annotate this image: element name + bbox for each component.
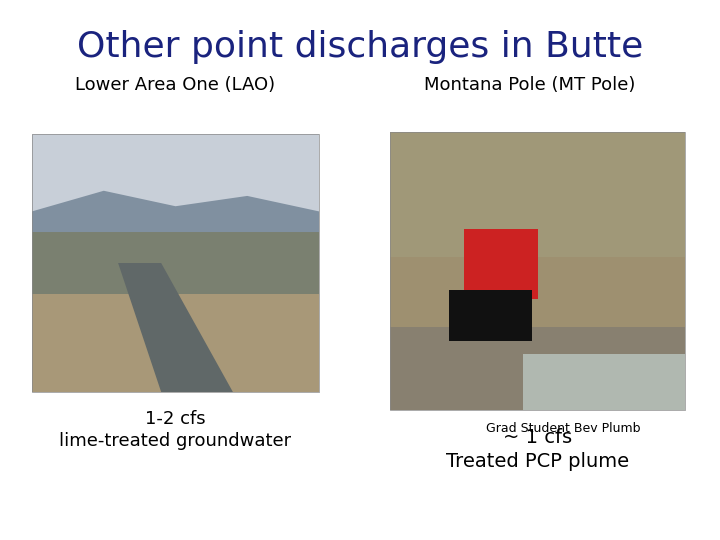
FancyBboxPatch shape — [390, 132, 685, 257]
FancyBboxPatch shape — [390, 132, 685, 410]
FancyBboxPatch shape — [390, 327, 685, 410]
Text: Grad Student Bev Plumb: Grad Student Bev Plumb — [486, 422, 641, 435]
Polygon shape — [118, 263, 233, 392]
FancyBboxPatch shape — [32, 134, 319, 232]
FancyBboxPatch shape — [32, 224, 319, 302]
Text: 1-2 cfs: 1-2 cfs — [145, 410, 206, 428]
Text: Other point discharges in Butte: Other point discharges in Butte — [77, 30, 643, 64]
FancyBboxPatch shape — [523, 354, 685, 410]
FancyBboxPatch shape — [464, 230, 538, 299]
Text: Lower Area One (LAO): Lower Area One (LAO) — [75, 76, 275, 94]
FancyBboxPatch shape — [32, 294, 319, 392]
Text: lime-treated groundwater: lime-treated groundwater — [60, 432, 292, 450]
Polygon shape — [32, 191, 319, 232]
Text: Montana Pole (MT Pole): Montana Pole (MT Pole) — [424, 76, 636, 94]
FancyBboxPatch shape — [449, 291, 531, 341]
Text: ~ 1 cfs: ~ 1 cfs — [503, 428, 572, 447]
Text: Treated PCP plume: Treated PCP plume — [446, 452, 629, 471]
